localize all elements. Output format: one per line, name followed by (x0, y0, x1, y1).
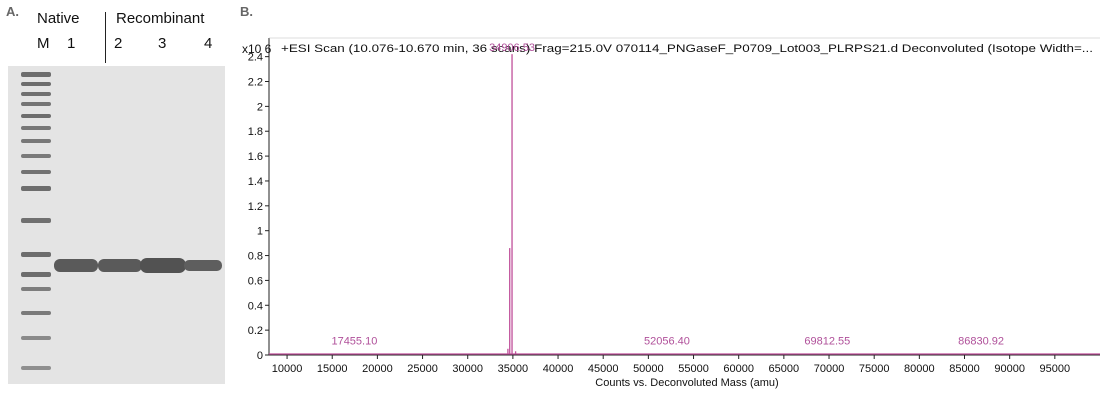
y-tick-label: 1.4 (248, 176, 263, 188)
marker-band (21, 82, 51, 86)
protein-band-lane-2 (98, 259, 142, 272)
marker-band (21, 366, 51, 370)
recombinant-header: Recombinant (116, 10, 205, 27)
lane-label-4: 4 (204, 35, 213, 52)
peak-labels: 34906.53 17455.10 52056.40 69812.55 86830.92 (331, 42, 1004, 347)
y-tick-label: 2.2 (248, 77, 263, 89)
marker-band (21, 272, 51, 277)
lane-label-1: 1 (67, 35, 76, 52)
marker-band (21, 311, 51, 315)
x-tick-label: 40000 (543, 363, 574, 375)
marker-band (21, 92, 51, 96)
marker-band (21, 218, 51, 223)
x-tick-label: 90000 (994, 363, 1025, 375)
x-axis-label: Counts vs. Deconvoluted Mass (amu) (595, 377, 778, 389)
y-multiplier-label: x10 6 (242, 42, 272, 56)
y-tick-label: 0.2 (248, 325, 263, 337)
y-tick-label: 0.6 (248, 275, 263, 287)
x-tick-label: 15000 (317, 363, 348, 375)
protein-band-lane-4 (184, 260, 222, 271)
gel-image (8, 66, 225, 384)
marker-band (21, 170, 51, 174)
x-tick-label: 70000 (814, 363, 845, 375)
y-tick-label: 0 (257, 350, 263, 362)
panel-a-letter: A. (6, 4, 19, 19)
spectrum-chart: x10 6 +ESI Scan (10.076-10.670 min, 36 s… (242, 37, 1100, 389)
chart-title: +ESI Scan (10.076-10.670 min, 36 scans) … (281, 43, 1093, 55)
x-tick-label: 25000 (407, 363, 438, 375)
y-tick-label: 1 (257, 226, 263, 238)
peak-label: 52056.40 (644, 336, 690, 348)
marker-band (21, 252, 51, 257)
peak-label: 34906.53 (489, 42, 535, 54)
peak-label: 17455.10 (331, 336, 377, 348)
y-tick-label: 2 (257, 101, 263, 113)
peak-label: 86830.92 (958, 336, 1004, 348)
x-tick-label: 75000 (859, 363, 890, 375)
y-tick-label: 0.4 (248, 300, 263, 312)
y-tick-label: 1.2 (248, 201, 263, 213)
gel-panel: A. Native Recombinant M 1 2 3 4 (0, 0, 230, 393)
y-axis: 0 0.2 0.4 0.6 0.8 1 1.2 1.4 1.6 1.8 2 2.2 2.4 (248, 52, 269, 362)
x-tick-label: 10000 (272, 363, 303, 375)
x-tick-label: 35000 (498, 363, 529, 375)
marker-band (21, 336, 51, 340)
marker-band (21, 72, 51, 77)
x-tick-label: 95000 (1040, 363, 1071, 375)
y-tick-label: 1.6 (248, 151, 263, 163)
marker-band (21, 114, 51, 118)
y-tick-label: 1.8 (248, 126, 263, 138)
x-tick-label: 85000 (949, 363, 980, 375)
y-tick-label: 0.8 (248, 251, 263, 263)
x-tick-label: 20000 (362, 363, 393, 375)
panel-b-letter: B. (240, 4, 253, 19)
lane-label-2: 2 (114, 35, 123, 52)
x-tick-label: 80000 (904, 363, 935, 375)
group-divider (105, 12, 106, 63)
protein-band-lane-1 (54, 259, 98, 272)
x-tick-label: 55000 (678, 363, 709, 375)
x-tick-label: 65000 (769, 363, 800, 375)
marker-band (21, 154, 51, 158)
spectrum-trace (269, 54, 1100, 355)
y-tick-label: 2.4 (248, 52, 263, 64)
native-header: Native (37, 10, 80, 27)
marker-band (21, 126, 51, 130)
protein-band-lane-3 (140, 258, 186, 273)
lane-label-3: 3 (158, 35, 167, 52)
x-tick-label: 45000 (588, 363, 619, 375)
x-tick-label: 50000 (633, 363, 664, 375)
lane-label-m: M (37, 35, 50, 52)
peak-label: 69812.55 (804, 336, 850, 348)
marker-band (21, 186, 51, 191)
marker-band (21, 287, 51, 291)
x-axis: 10000 15000 20000 25000 30000 35000 40000 45000… (272, 355, 1070, 375)
x-tick-label: 30000 (452, 363, 483, 375)
marker-band (21, 102, 51, 106)
marker-band (21, 139, 51, 143)
mass-spectrum-panel: B. x10 6 +ESI Scan (10.076-10.670 min, 3… (232, 0, 1115, 393)
x-tick-label: 60000 (723, 363, 754, 375)
